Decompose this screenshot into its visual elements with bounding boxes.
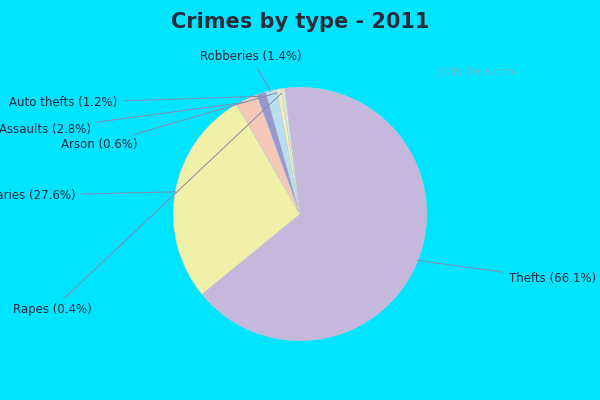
Text: Arson (0.6%): Arson (0.6%)	[61, 93, 277, 151]
Text: Auto thefts (1.2%): Auto thefts (1.2%)	[10, 96, 259, 109]
Wedge shape	[266, 90, 300, 214]
Text: Crimes by type - 2011: Crimes by type - 2011	[171, 12, 429, 32]
Wedge shape	[277, 89, 300, 214]
Text: Thefts (66.1%): Thefts (66.1%)	[418, 260, 596, 286]
Text: Robberies (1.4%): Robberies (1.4%)	[200, 50, 301, 91]
Wedge shape	[202, 87, 427, 341]
Text: ⓘ City-Data.com: ⓘ City-Data.com	[434, 67, 513, 77]
Wedge shape	[257, 92, 300, 214]
Text: Rapes (0.4%): Rapes (0.4%)	[13, 93, 281, 316]
Text: Burglaries (27.6%): Burglaries (27.6%)	[0, 189, 176, 202]
Text: Assaults (2.8%): Assaults (2.8%)	[0, 102, 245, 136]
Wedge shape	[236, 95, 300, 214]
Wedge shape	[173, 104, 300, 294]
Wedge shape	[281, 88, 300, 214]
